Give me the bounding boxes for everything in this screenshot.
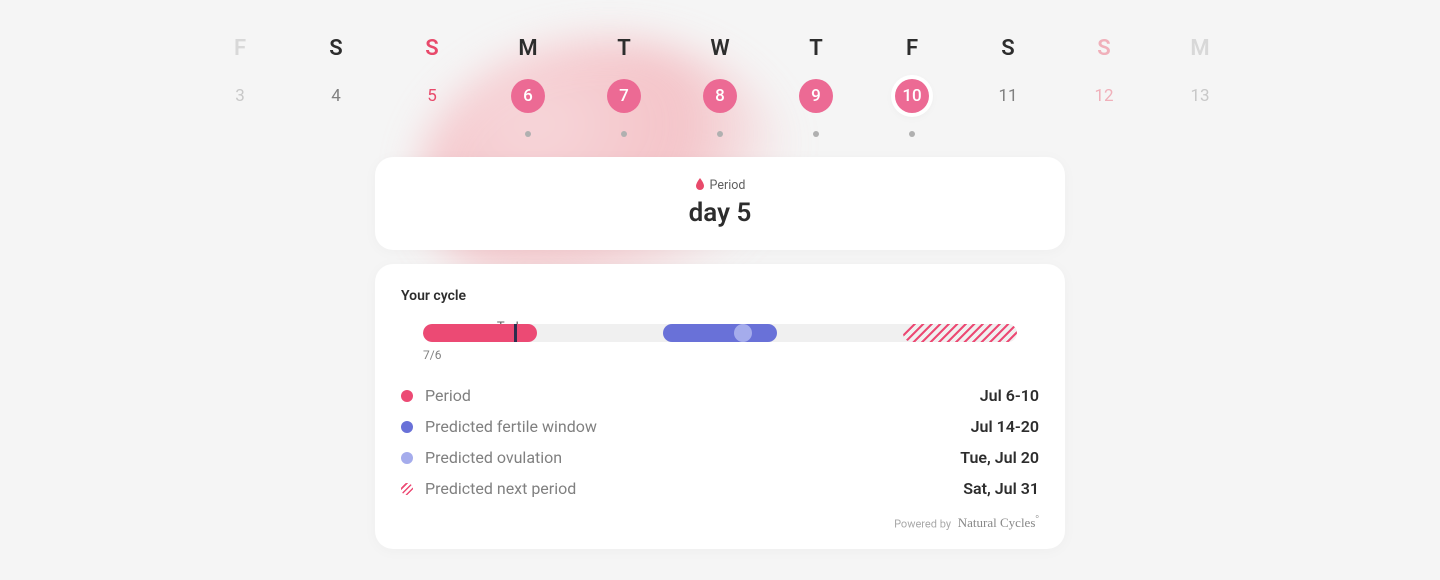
calendar-day[interactable]: S 11 bbox=[960, 36, 1056, 137]
day-letter: T bbox=[809, 36, 823, 61]
legend-label: Predicted next period bbox=[425, 479, 963, 498]
calendar-day[interactable]: T9 bbox=[768, 36, 864, 137]
day-number[interactable]: 6 bbox=[511, 79, 545, 113]
calendar-day[interactable]: F3 bbox=[192, 36, 288, 137]
legend-row-period: PeriodJul 6-10 bbox=[401, 380, 1039, 411]
cycle-title: Your cycle bbox=[401, 288, 1039, 304]
cycle-card: Your cycle Today 7/6 PeriodJul 6-10Predi… bbox=[375, 264, 1065, 549]
day-number[interactable]: 13 bbox=[1183, 79, 1217, 113]
powered-by: Powered by Natural Cycles° bbox=[401, 514, 1039, 531]
status-tag: Period bbox=[695, 178, 746, 193]
status-card: Period day 5 bbox=[375, 157, 1065, 250]
timeline-period-segment bbox=[423, 324, 537, 342]
legend-dot-icon bbox=[401, 390, 413, 402]
brand-name: Natural Cycles° bbox=[958, 515, 1039, 530]
legend-label: Period bbox=[425, 386, 980, 405]
calendar-day[interactable]: S4 bbox=[288, 36, 384, 137]
timeline-next-period-segment bbox=[903, 324, 1017, 342]
day-dot bbox=[909, 131, 915, 137]
legend-dot-icon bbox=[401, 421, 413, 433]
day-letter: F bbox=[906, 36, 918, 61]
calendar-strip: F3S4S5M6T7W8T9F10S11S12M13 bbox=[0, 0, 1440, 137]
legend-row-ovulation: Predicted ovulationTue, Jul 20 bbox=[401, 442, 1039, 473]
day-number[interactable]: 9 bbox=[799, 79, 833, 113]
day-letter: W bbox=[710, 36, 729, 61]
legend-value: Sat, Jul 31 bbox=[963, 479, 1039, 498]
cycle-timeline: Today bbox=[401, 324, 1039, 342]
timeline-start-date: 7/6 bbox=[401, 348, 1039, 362]
day-dot bbox=[813, 131, 819, 137]
day-letter: M bbox=[1190, 36, 1209, 61]
day-dot bbox=[621, 131, 627, 137]
legend-label: Predicted fertile window bbox=[425, 417, 971, 436]
calendar-day[interactable]: F 10 bbox=[864, 36, 960, 137]
day-number[interactable]: 10 bbox=[895, 79, 929, 113]
powered-by-label: Powered by bbox=[894, 517, 951, 530]
calendar-day[interactable]: M6 bbox=[480, 36, 576, 137]
day-letter: T bbox=[617, 36, 631, 61]
legend-label: Predicted ovulation bbox=[425, 448, 960, 467]
day-letter: S bbox=[1097, 36, 1110, 61]
day-letter: S bbox=[1001, 36, 1014, 61]
calendar-day[interactable]: T7 bbox=[576, 36, 672, 137]
day-number[interactable]: 11 bbox=[991, 79, 1025, 113]
day-number[interactable]: 4 bbox=[319, 79, 353, 113]
legend-value: Jul 6-10 bbox=[980, 386, 1039, 405]
legend-dot-icon bbox=[401, 452, 413, 464]
calendar-day[interactable]: S5 bbox=[384, 36, 480, 137]
legend-row-fertile: Predicted fertile windowJul 14-20 bbox=[401, 411, 1039, 442]
calendar-day[interactable]: M 13 bbox=[1152, 36, 1248, 137]
timeline-fertile-segment bbox=[663, 324, 777, 342]
day-number[interactable]: 12 bbox=[1087, 79, 1121, 113]
day-dot bbox=[525, 131, 531, 137]
day-number[interactable]: 3 bbox=[223, 79, 257, 113]
timeline-track[interactable] bbox=[423, 324, 1017, 342]
calendar-day[interactable]: S 12 bbox=[1056, 36, 1152, 137]
legend-value: Tue, Jul 20 bbox=[960, 448, 1039, 467]
day-letter: S bbox=[329, 36, 342, 61]
calendar-day[interactable]: W8 bbox=[672, 36, 768, 137]
legend-value: Jul 14-20 bbox=[971, 417, 1039, 436]
timeline-ovulation-dot bbox=[734, 324, 752, 342]
legend-dot-icon bbox=[401, 483, 413, 495]
day-dot bbox=[717, 131, 723, 137]
day-letter: M bbox=[518, 36, 537, 61]
status-tag-label: Period bbox=[710, 178, 746, 193]
day-letter: F bbox=[234, 36, 246, 61]
cycle-legend: PeriodJul 6-10Predicted fertile windowJu… bbox=[401, 380, 1039, 504]
day-number[interactable]: 8 bbox=[703, 79, 737, 113]
day-number[interactable]: 5 bbox=[415, 79, 449, 113]
day-letter: S bbox=[425, 36, 438, 61]
day-number[interactable]: 7 bbox=[607, 79, 641, 113]
timeline-today-marker bbox=[514, 324, 517, 342]
status-main: day 5 bbox=[375, 198, 1065, 228]
legend-row-next_period: Predicted next periodSat, Jul 31 bbox=[401, 473, 1039, 504]
drop-icon bbox=[695, 178, 705, 193]
